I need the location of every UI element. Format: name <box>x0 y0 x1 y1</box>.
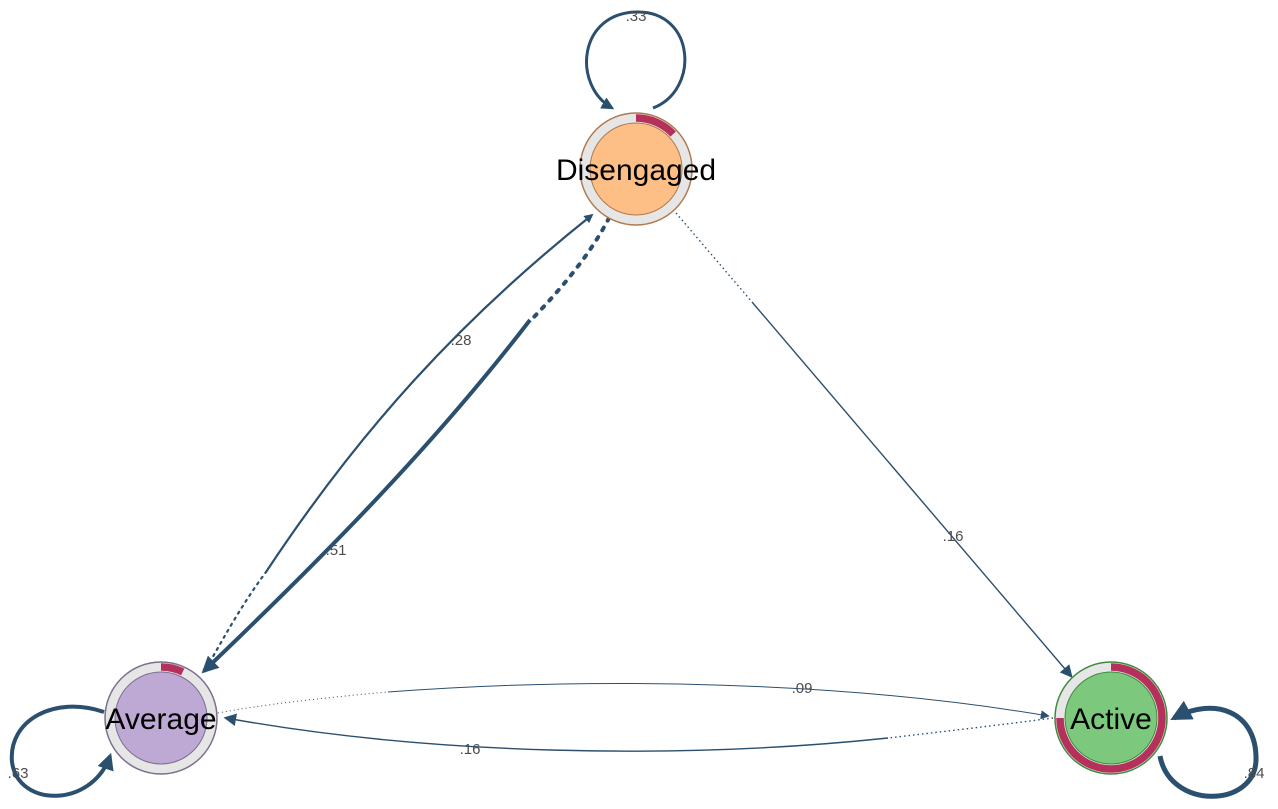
edge-line <box>223 713 889 752</box>
edge-line-dotted <box>217 691 389 714</box>
node-inner-circle <box>589 122 683 216</box>
edge-average-active: .09 <box>217 680 1050 720</box>
edge-label-disengaged-self: .33 <box>626 8 647 25</box>
node-inner-circle <box>114 671 208 765</box>
node-inner-circle <box>1064 671 1158 765</box>
edge-label-active-average: .16 <box>460 741 481 758</box>
node-active: Active <box>1054 661 1168 775</box>
node-label-active: Active <box>1070 703 1152 736</box>
edge-line-dotted <box>675 212 753 303</box>
node-label-average: Average <box>105 703 216 736</box>
edges: .33 .63 .84 .28 .51 .16 <box>8 8 1265 799</box>
edge-label-active-self: .84 <box>1244 765 1265 782</box>
edge-active-self: .84 <box>1157 700 1265 799</box>
edge-line <box>751 301 1073 678</box>
edge-average-self: .63 <box>8 704 114 798</box>
node-pie-segment <box>635 114 676 137</box>
edge-label-disengaged-average: .51 <box>326 542 347 559</box>
node-pie-segment <box>1056 663 1166 773</box>
node-label-disengaged: Disengaged <box>556 154 716 187</box>
edge-line-dotted <box>531 216 611 320</box>
node-average: Average <box>104 661 218 775</box>
edge-line <box>9 704 114 798</box>
nodes: Disengaged Average Active <box>104 112 1168 775</box>
edge-label-average-active: .09 <box>792 680 813 697</box>
edge-disengaged-self: .33 <box>585 8 687 110</box>
node-pie-segment <box>160 663 185 676</box>
edge-disengaged-active: .16 <box>675 212 1073 678</box>
edge-line-dotted <box>887 717 1054 739</box>
edge-line <box>387 683 1050 720</box>
edge-line <box>1157 700 1259 799</box>
edge-line <box>265 213 594 573</box>
edge-line <box>585 10 687 110</box>
edge-line <box>201 318 532 674</box>
edge-line-dotted <box>208 570 268 664</box>
edge-label-disengaged-active: .16 <box>943 528 964 545</box>
edge-average-disengaged: .28 <box>208 213 594 664</box>
edge-disengaged-average: .51 <box>201 216 611 674</box>
edge-label-average-disengaged: .28 <box>451 332 472 349</box>
node-disengaged: Disengaged <box>556 112 716 226</box>
edge-active-average: .16 <box>223 713 1054 758</box>
edge-label-average-self: .63 <box>8 765 29 782</box>
